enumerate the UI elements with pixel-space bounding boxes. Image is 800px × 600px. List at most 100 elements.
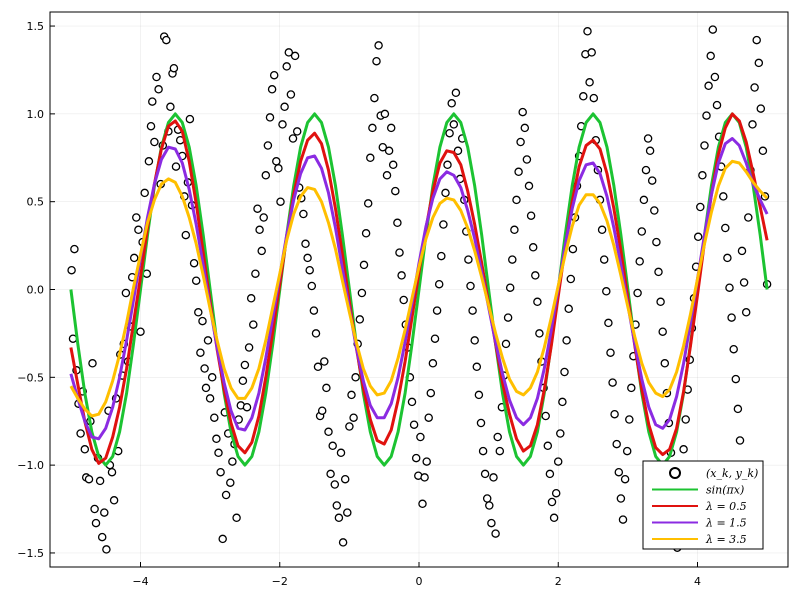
scatter-point xyxy=(152,72,161,82)
scatter-point xyxy=(301,239,310,249)
scatter-point xyxy=(378,142,388,152)
scatter-point xyxy=(140,188,149,198)
scatter-point xyxy=(257,246,266,256)
scatter-point xyxy=(210,413,219,422)
scatter-point xyxy=(205,394,215,403)
axis-ticks: −4 −2 0 2 4 −1.5 −1.0 −0.5 0.0 0.5 1.0 1.5 xyxy=(17,20,701,588)
scatter-point xyxy=(232,513,241,523)
scatter-point xyxy=(493,432,502,442)
scatter-point xyxy=(91,518,101,528)
y-tick-label: 1.5 xyxy=(27,20,45,33)
legend-label: (x_k, y_k) xyxy=(706,467,758,480)
scatter-point xyxy=(144,157,154,166)
scatter-point xyxy=(169,63,179,73)
scatter-point xyxy=(710,72,720,82)
scatter-point xyxy=(693,232,703,242)
scatter-point xyxy=(606,348,615,357)
scatter-point xyxy=(531,271,540,280)
scatter-point xyxy=(602,287,611,296)
scatter-point xyxy=(616,494,626,503)
scatter-point xyxy=(432,306,442,315)
y-tick-label: 0.5 xyxy=(27,196,45,209)
scatter-point xyxy=(535,329,544,338)
scatter-point xyxy=(514,167,523,177)
scatter-point xyxy=(303,253,312,263)
scatter-point xyxy=(652,237,661,247)
scatter-point xyxy=(340,474,350,484)
scatter-point xyxy=(422,457,431,466)
scatter-point xyxy=(397,271,406,280)
scatter-point xyxy=(551,488,561,498)
scatter-point xyxy=(741,308,751,317)
scatter-point xyxy=(487,518,496,528)
scatter-point xyxy=(510,225,519,235)
scatter-point xyxy=(524,181,534,191)
legend-label: λ = 0.5 xyxy=(705,500,747,513)
scatter-point xyxy=(485,501,494,510)
scatter-point xyxy=(416,432,425,442)
scatter-point xyxy=(343,508,352,517)
scatter-point xyxy=(721,223,730,233)
scatter-point xyxy=(324,427,333,437)
scatter-point xyxy=(754,58,764,68)
scatter-point xyxy=(107,467,117,477)
scatter-point xyxy=(453,146,463,156)
scatter-point xyxy=(733,404,743,414)
scatter-point xyxy=(309,306,319,315)
scatter-point xyxy=(748,120,757,129)
scatter-point xyxy=(259,213,268,222)
scatter-point xyxy=(491,529,500,538)
scatter-point xyxy=(558,397,567,407)
scatter-point xyxy=(290,51,300,61)
scatter-point xyxy=(150,137,159,147)
scatter-point xyxy=(625,415,634,424)
scatter-point xyxy=(437,251,446,261)
scatter-point xyxy=(214,448,223,458)
x-tick-label: 4 xyxy=(694,575,701,588)
scatter-point xyxy=(679,445,688,454)
scatter-point xyxy=(84,474,94,484)
scatter-point xyxy=(129,253,139,263)
scatter-point xyxy=(447,99,456,108)
legend: (x_k, y_k) sin(πx) λ = 0.5 λ = 1.5 λ = 3.5 xyxy=(642,460,764,550)
scatter-point xyxy=(189,258,199,268)
scatter-point xyxy=(355,315,365,324)
scatter-point xyxy=(246,294,256,303)
series-lines xyxy=(69,112,769,467)
scatter-point xyxy=(399,295,408,305)
scatter-point xyxy=(388,160,398,170)
scatter-point xyxy=(482,494,492,503)
scatter-point xyxy=(320,357,329,366)
scatter-point xyxy=(374,41,383,50)
scatter-point xyxy=(739,278,749,287)
scatter-point xyxy=(618,515,628,524)
scatter-point xyxy=(272,157,281,166)
scatter-point xyxy=(338,538,348,547)
scatter-point xyxy=(238,376,248,386)
scatter-point xyxy=(470,336,479,345)
scatter-point xyxy=(407,397,417,407)
scatter-point xyxy=(393,218,402,228)
scatter-point xyxy=(102,545,111,554)
scatter-point xyxy=(464,255,473,264)
scatter-point xyxy=(70,244,79,254)
scatter-point xyxy=(518,107,527,117)
scatter-point xyxy=(737,246,747,256)
scatter-point xyxy=(480,469,490,479)
scatter-point xyxy=(610,409,619,419)
scatter-point xyxy=(587,48,596,57)
scatter-point xyxy=(719,192,728,201)
scatter-point xyxy=(654,267,663,277)
scatter-point xyxy=(418,499,427,509)
scatter-point xyxy=(439,220,448,229)
scatter-point xyxy=(363,199,373,208)
scatter-point xyxy=(474,390,484,400)
scatter-point xyxy=(357,288,367,298)
scatter-point xyxy=(221,490,231,500)
scatter-point xyxy=(556,429,565,438)
scatter-point xyxy=(280,102,289,112)
scatter-point xyxy=(244,343,254,352)
scatter-point xyxy=(368,123,377,133)
scatter-point xyxy=(622,446,632,456)
scatter-point xyxy=(501,339,511,349)
